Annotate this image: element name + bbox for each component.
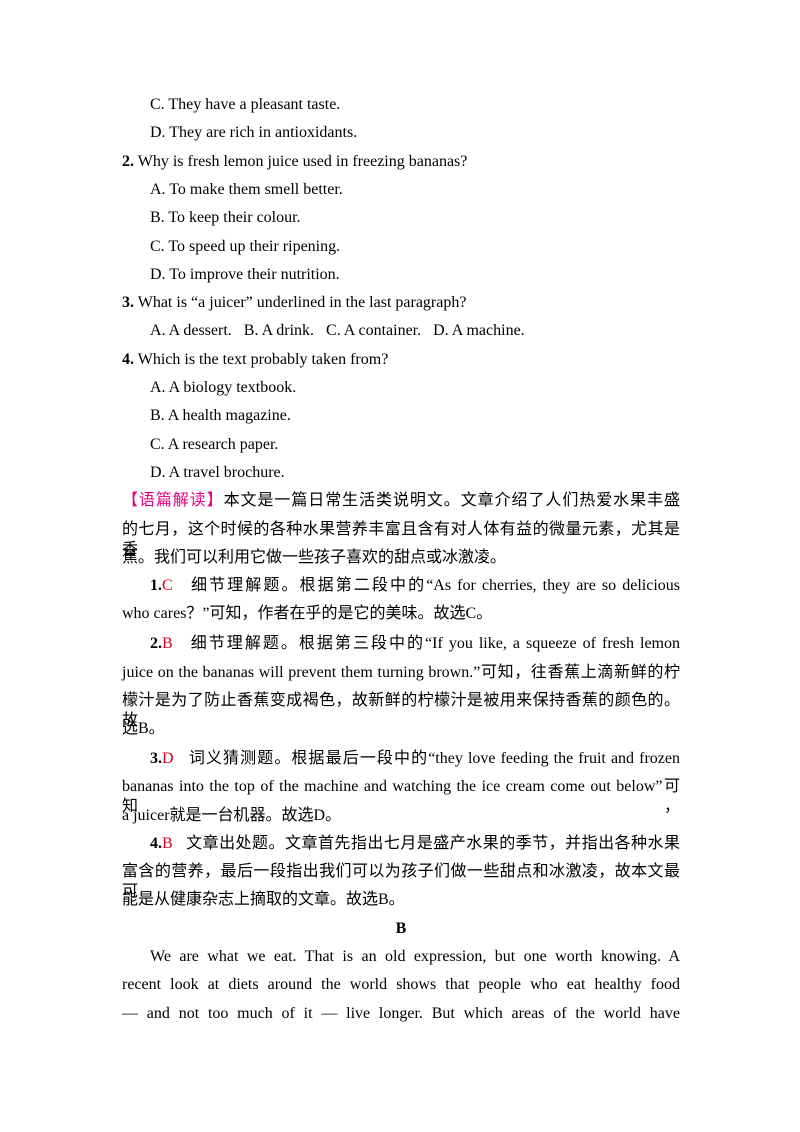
option-text: D. To improve their nutrition. [150,265,340,283]
answer-text: 选B。 [122,720,165,738]
answer-line: juice on the bananas will prevent them t… [122,663,680,683]
answer-text: 能是从健康杂志上摘取的文章。故选B。 [122,891,405,909]
answer-line: 4.B 文章出处题。文章首先指出七月是盛产水果的季节，并指出各种水果 [150,834,680,854]
passage-text: recent look at diets around the world sh… [122,976,680,994]
analysis-text: 蕉。我们可以利用它做一些孩子喜欢的甜点或冰激凌。 [122,548,507,566]
answer-text: a juicer就是一台机器。故选D。 [122,806,342,824]
option: B. A health magazine. [150,406,291,426]
answer-number: 1. [150,577,162,595]
answer-text: 檬汁是为了防止香蕉变成褐色，故新鲜的柠檬汁是被用来保持香蕉的颜色的。故 [122,691,680,729]
answer-line: bananas into the top of the machine and … [122,777,680,817]
option: A. A biology textbook. [150,378,296,398]
option-text: A. A biology textbook. [150,379,297,396]
answer-line: 能是从健康杂志上摘取的文章。故选B。 [122,890,405,910]
option-text: D. A machine. [433,322,525,340]
option-text: D. A travel brochure. [150,463,285,481]
answer-letter: C [162,577,173,595]
answer-line: 1.C 细节理解题。根据第二段中的“As for cherries, they … [150,576,680,596]
option: D. They are rich in antioxidants. [150,123,357,143]
analysis-text: 本文是一篇日常生活类说明文。文章介绍了人们热爱水果丰盛 [223,492,680,510]
option-text: D. They are rich in antioxidants. [150,124,358,142]
passage-text: — and not too much of it — live longer. … [122,1004,680,1022]
analysis-line: 蕉。我们可以利用它做一些孩子喜欢的甜点或冰激凌。 [122,548,506,568]
passage-text: We are what we eat. That is an old expre… [150,948,680,965]
passage-line: We are what we eat. That is an old expre… [150,947,680,967]
passage-line: — and not too much of it — live longer. … [122,1004,680,1024]
answer-line: 2.B 细节理解题。根据第三段中的“If you like, a squeeze… [150,634,680,654]
option-text: B. To keep their colour. [150,209,301,227]
answer-letter: D [162,749,174,767]
question: 4. Which is the text probably taken from… [122,350,388,370]
question-stem: What is “a juicer” underlined in the las… [137,294,467,312]
answer-text: who cares？”可知，作者在乎的是它的美味。故选C。 [122,605,493,623]
answer-text: 细节理解题。根据第二段中的“As for cherries, they are … [190,577,681,595]
answer-number: 2. [150,635,162,653]
analysis-line: 【语篇解读】本文是一篇日常生活类说明文。文章介绍了人们热爱水果丰盛 [122,491,680,511]
option: B. To keep their colour. [150,208,301,228]
answer-line: 选B。 [122,719,165,739]
option-text: C. A container. [326,322,422,340]
answer-line: 富含的营养，最后一段指出我们可以为孩子们做一些甜点和冰激凌，故本文最可 [122,862,680,902]
analysis-line: 的七月，这个时候的各种水果营养丰富且含有对人体有益的微量元素，尤其是香 [122,520,680,560]
option: C. They have a pleasant taste. [150,95,340,115]
answer-number: 3. [150,749,162,767]
question: 2. Why is fresh lemon juice used in free… [122,152,467,172]
option: A. To make them smell better. [150,180,343,200]
option: C. A research paper. [150,435,278,455]
answer-text: juice on the bananas will prevent them t… [122,663,680,681]
question: 3. What is “a juicer” underlined in the … [122,293,466,313]
option-text: C. They have a pleasant taste. [150,96,341,113]
passage-line: recent look at diets around the world sh… [122,975,680,995]
analysis-text: 的七月，这个时候的各种水果营养丰富且含有对人体有益的微量元素，尤其是香 [122,520,680,558]
section-heading: B [122,919,680,939]
option-text: B. A health magazine. [150,407,291,425]
question-stem: Which is the text probably taken from? [137,350,389,368]
answer-line: 3.D 词义猜测题。根据最后一段中的“they love feeding the… [150,749,680,769]
option: C. To speed up their ripening. [150,237,340,257]
option: D. A travel brochure. [150,463,285,483]
answer-text: bananas into the top of the machine and … [122,778,680,816]
answer-line: a juicer就是一台机器。故选D。 [122,806,341,826]
analysis-label: 【语篇解读】 [122,492,224,510]
option-text: B. A drink. [243,322,315,340]
answer-letter: B [162,834,173,852]
answer-line: 檬汁是为了防止香蕉变成褐色，故新鲜的柠檬汁是被用来保持香蕉的颜色的。故 [122,691,680,731]
answer-letter: B [162,635,173,653]
option: D. To improve their nutrition. [150,265,340,285]
question-stem: Why is fresh lemon juice used in freezin… [137,152,468,170]
answer-text: 富含的营养，最后一段指出我们可以为孩子们做一些甜点和冰激凌，故本文最可 [122,863,680,901]
question-number: 3. [122,294,134,312]
answer-text: 文章出处题。文章首先指出七月是盛产水果的季节，并指出各种水果 [186,834,680,852]
option-text: A. To make them smell better. [150,180,343,198]
option-text: C. To speed up their ripening. [150,237,341,255]
option-text: A. A dessert. [150,322,232,340]
question-number: 2. [122,152,134,170]
answer-text: 词义猜测题。根据最后一段中的“they love feeding the fru… [188,749,681,767]
answer-number: 4. [150,834,162,852]
option-text: C. A research paper. [150,435,279,453]
section-title: B [395,919,407,937]
answer-line: who cares？”可知，作者在乎的是它的美味。故选C。 [122,604,492,624]
question-number: 4. [122,350,134,368]
options-row: A. A dessert. B. A drink. C. A container. D… [150,321,537,341]
answer-text: 细节理解题。根据第三段中的“If you like, a squeeze of … [190,635,681,653]
